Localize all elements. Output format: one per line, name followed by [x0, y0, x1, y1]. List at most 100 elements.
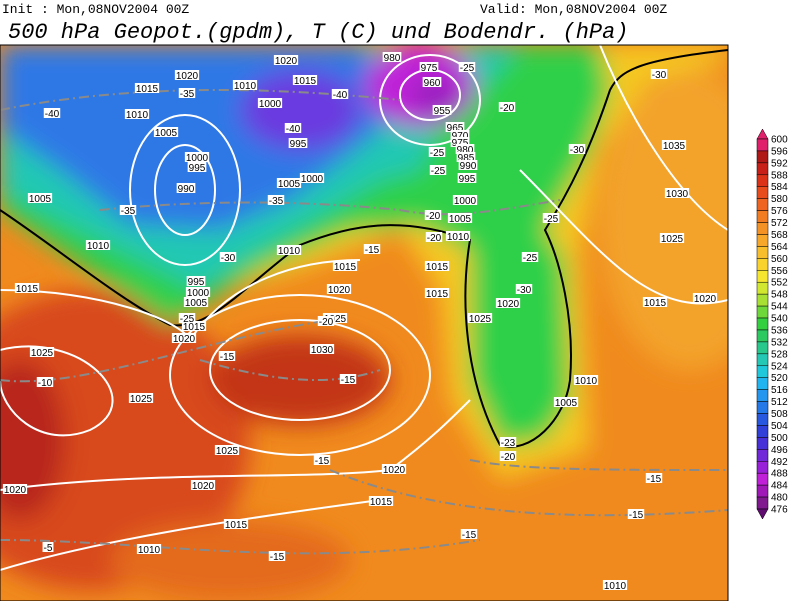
pressure-label-box	[171, 333, 197, 343]
pressure-label: 1020	[176, 71, 199, 82]
pressure-label-box	[29, 347, 55, 357]
colorbar-swatch	[756, 186, 769, 199]
colorbar-swatch	[756, 317, 769, 331]
colorbar-swatch	[756, 365, 769, 378]
pressure-label-box	[186, 276, 206, 286]
temperature-label: -15	[341, 375, 356, 386]
pressure-label-box	[332, 261, 358, 271]
pressure-label-box	[174, 70, 200, 80]
pressure-label-box	[276, 178, 302, 188]
pressure-label-box	[456, 152, 476, 162]
pressure-label: 1020	[694, 294, 717, 305]
pressure-label: 1020	[4, 485, 27, 496]
colorbar-label: 480	[771, 493, 788, 504]
pressure-label: 995	[188, 277, 205, 288]
colorbar-swatch	[756, 425, 769, 438]
colorbar-label: 548	[771, 290, 788, 301]
pressure-label-box	[326, 284, 352, 294]
colorbar-label: 556	[771, 266, 788, 277]
colorbar: 6005965925885845805765725685645605565525…	[756, 128, 788, 520]
colorbar-swatch	[756, 353, 769, 367]
pressure-label: 1015	[426, 262, 449, 273]
colorbar-swatch	[756, 198, 769, 211]
colorbar-label: 492	[771, 457, 788, 468]
colorbar-swatch	[756, 174, 769, 187]
temperature-label-box	[429, 165, 447, 175]
pressure-label-box	[27, 193, 53, 203]
colorbar-swatch	[756, 377, 769, 390]
temperature-label-box	[627, 509, 645, 519]
temperature-label: -15	[220, 352, 235, 363]
colorbar-swatch	[756, 138, 769, 152]
colorbar-label: 536	[771, 325, 788, 336]
temperature-label-box	[178, 313, 196, 323]
pressure-label: 1010	[604, 581, 627, 592]
temperature-label-box	[42, 542, 54, 552]
temperature-label: -15	[315, 456, 330, 467]
pressure-label: 1010	[126, 110, 149, 121]
pressure-label: 1005	[449, 214, 472, 225]
colorbar-label: 504	[771, 421, 788, 432]
pressure-label-box	[183, 297, 209, 307]
pressure-label: 990	[460, 161, 477, 172]
temperature-label: -35	[121, 206, 136, 217]
temperature-label: -25	[430, 148, 445, 159]
pressure-label: 1015	[16, 284, 39, 295]
pressure-label-box	[642, 297, 668, 307]
map-field	[0, 45, 728, 601]
pressure-label: 1030	[666, 189, 689, 200]
colorbar-swatch	[756, 222, 769, 235]
temperature-label: -23	[501, 438, 516, 449]
pressure-label-box	[455, 144, 475, 154]
pressure-label: 1025	[661, 234, 684, 245]
temperature-label-box	[460, 529, 478, 539]
pressure-label: 965	[447, 123, 464, 134]
colorbar-label: 524	[771, 361, 788, 372]
pressure-label: 1010	[447, 232, 470, 243]
colorbar-label: 580	[771, 194, 788, 205]
pressure-label-box	[322, 313, 348, 323]
colorbar-swatch	[756, 150, 769, 164]
pressure-label-box	[292, 75, 318, 85]
colorbar-swatch	[756, 341, 769, 355]
temperature-label-box	[268, 551, 286, 561]
colorbar-label: 564	[771, 242, 788, 253]
pressure-label: 1010	[575, 376, 598, 387]
colorbar-label: 500	[771, 433, 788, 444]
pressure-label: 1020	[173, 334, 196, 345]
pressure-label-box	[184, 152, 210, 162]
colorbar-label: 576	[771, 206, 788, 217]
temperature-label-box	[43, 108, 61, 118]
temperature-label-box	[331, 89, 349, 99]
temperature-label: -15	[270, 552, 285, 563]
colorbar-label: 476	[771, 505, 788, 516]
pressure-label-box	[214, 445, 240, 455]
pressure-label: 1015	[334, 262, 357, 273]
pressure-label: 1005	[155, 128, 178, 139]
colorbar-label: 516	[771, 385, 788, 396]
pressure-label-box	[432, 105, 452, 115]
temperature-label-box	[313, 455, 331, 465]
pressure-label-box	[2, 484, 28, 494]
pressure-label: 1015	[136, 84, 159, 95]
map-frame	[0, 44, 729, 601]
temperature-label: -40	[45, 109, 60, 120]
temperature-label-box	[428, 147, 446, 157]
colorbar-swatch	[756, 472, 769, 486]
colorbar-label: 528	[771, 349, 788, 360]
pressure-label: 1000	[301, 174, 324, 185]
temperature-label: -35	[180, 89, 195, 100]
temperature-label-box	[515, 284, 533, 294]
pressure-label-box	[136, 544, 162, 554]
pressure-label-box	[223, 519, 249, 529]
pressure-label: 1005	[278, 179, 301, 190]
pressure-label-box	[573, 375, 599, 385]
temperature-label-box	[267, 195, 285, 205]
pressure-label-box	[368, 496, 394, 506]
colorbar-swatch	[756, 293, 769, 307]
temperature-label-box	[424, 210, 442, 220]
pressure-label: 980	[457, 145, 474, 156]
colorbar-label: 508	[771, 409, 788, 420]
pressure-label: 1010	[138, 545, 161, 556]
temperature-label: -15	[647, 474, 662, 485]
